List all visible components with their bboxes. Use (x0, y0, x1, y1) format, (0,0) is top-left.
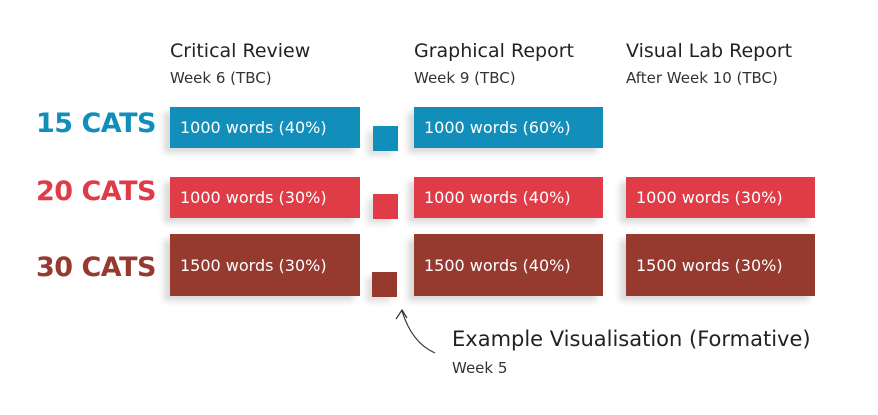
row-label-15-cats: 15 CATS (36, 108, 156, 139)
cell-20-critical-review: 1000 words (30%) (170, 177, 360, 218)
row-label-30-cats: 30 CATS (36, 252, 156, 283)
cell-30-critical-review: 1500 words (30%) (170, 234, 360, 296)
column-title-graphical-report: Graphical Report (414, 40, 574, 62)
formative-marker-20 (373, 194, 398, 219)
curved-arrow-icon (395, 308, 436, 354)
column-when-graphical-report: Week 9 (TBC) (414, 69, 516, 87)
formative-title: Example Visualisation (Formative) (452, 327, 811, 351)
column-when-critical-review: Week 6 (TBC) (170, 69, 272, 87)
column-title-visual-lab-report: Visual Lab Report (626, 40, 793, 62)
formative-marker-15 (373, 126, 398, 151)
column-title-critical-review: Critical Review (170, 40, 311, 62)
cell-30-visual-lab-report: 1500 words (30%) (626, 234, 815, 296)
row-label-20-cats: 20 CATS (36, 176, 156, 207)
cell-30-graphical-report: 1500 words (40%) (414, 234, 603, 296)
cell-20-visual-lab-report: 1000 words (30%) (626, 177, 815, 218)
cell-15-graphical-report: 1000 words (60%) (414, 107, 603, 148)
column-when-visual-lab-report: After Week 10 (TBC) (626, 69, 778, 87)
cell-20-graphical-report: 1000 words (40%) (414, 177, 603, 218)
formative-when: Week 5 (452, 359, 508, 377)
cell-15-critical-review: 1000 words (40%) (170, 107, 360, 148)
formative-marker-30 (372, 272, 397, 297)
